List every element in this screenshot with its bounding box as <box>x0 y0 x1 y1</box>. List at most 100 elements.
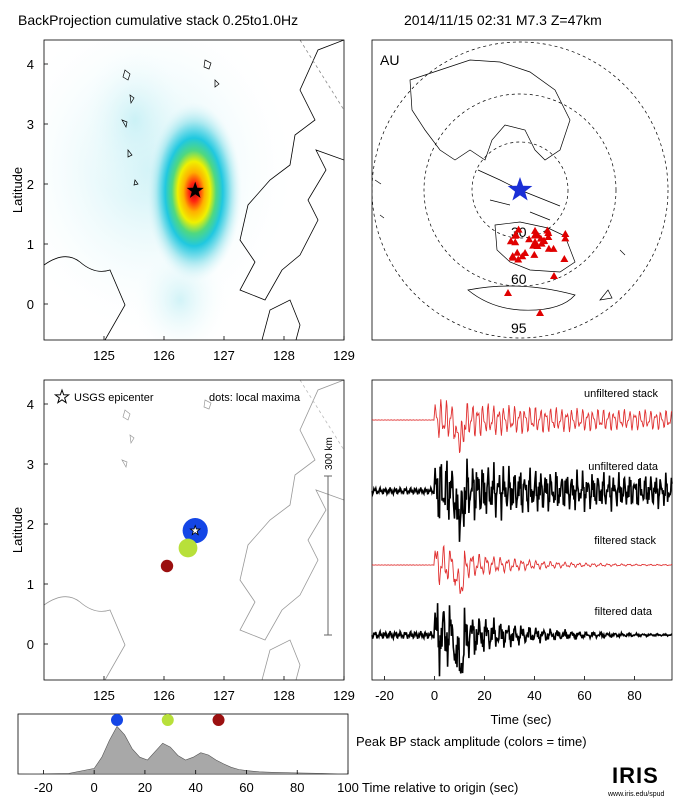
station-triangle-icon <box>525 235 534 243</box>
station-triangle-icon <box>532 231 541 239</box>
station-triangle-icon <box>544 229 553 237</box>
array-label: AU <box>380 52 399 68</box>
scale-label: 300 km <box>324 437 335 470</box>
series-label-filtered-stack: filtered stack <box>594 535 656 547</box>
local-maximum-dot <box>160 559 174 573</box>
array-map: AU 30 60 95 <box>371 39 673 341</box>
station-triangle-icon <box>540 236 549 244</box>
station-triangle-icon <box>508 253 517 261</box>
peak-amplitude-axes: -20 0 20 40 60 80 100 <box>34 770 359 795</box>
peak-xtick-5: 80 <box>290 780 304 795</box>
usgs-epicenter-star-icon <box>189 524 202 536</box>
maxima-map-xtick-4: 129 <box>333 688 355 703</box>
bp-map-ytick-4: 4 <box>27 57 34 72</box>
peak-amplitude-xlabel: Time relative to origin (sec) <box>362 780 518 795</box>
maxima-map-xtick-1: 126 <box>153 688 175 703</box>
station-triangle-icon <box>560 255 569 263</box>
station-triangle-icon <box>518 252 527 260</box>
peak-xtick-2: 20 <box>138 780 152 795</box>
station-triangle-icon <box>513 248 522 256</box>
peak-time-dot <box>161 714 174 726</box>
legend-star-icon <box>53 388 71 404</box>
bp-stack-map: 125 126 127 128 129 0 1 2 3 4 Latitude <box>10 39 355 363</box>
epicenter-star-icon <box>186 181 204 198</box>
bp-map-ytick-0: 0 <box>27 297 34 312</box>
station-triangle-icon <box>550 272 558 279</box>
trace-panel: unfiltered stack unfiltered data filtere… <box>371 379 673 727</box>
peak-xtick-1: 0 <box>91 780 98 795</box>
seismic-traces <box>371 399 673 677</box>
bp-map-ytick-2: 2 <box>27 177 34 192</box>
map-epicenter-star-icon <box>507 177 533 201</box>
logo-url: www.iris.edu/spud <box>607 791 665 798</box>
station-triangle-icon <box>514 225 523 233</box>
series-label-unfiltered-stack: unfiltered stack <box>584 388 658 400</box>
filtered-data-trace <box>371 603 673 677</box>
bp-stack-map-ylabel: Latitude <box>10 167 25 213</box>
station-triangle-icon <box>531 226 540 234</box>
station-triangle-icon <box>561 230 570 238</box>
figure-title: BackProjection cumulative stack 0.25to1.… <box>18 12 298 28</box>
local-maxima-dots <box>160 518 208 573</box>
station-triangle-icon <box>504 289 512 296</box>
legend-epicenter-label: USGS epicenter <box>74 392 154 404</box>
station-triangle-icon <box>536 309 544 316</box>
bp-map-ytick-1: 1 <box>27 237 34 252</box>
maxima-map-ytick-1: 1 <box>27 577 34 592</box>
bp-stack-map-axes: 125 126 127 128 129 0 1 2 3 4 <box>27 57 355 363</box>
trace-xtick-0: -20 <box>375 688 394 703</box>
station-triangle-icon <box>531 238 540 246</box>
station-triangle-icon <box>514 255 523 263</box>
trace-xtick-3: 40 <box>527 688 541 703</box>
local-maxima-map-axes: 125 126 127 128 129 0 1 2 3 4 <box>27 397 355 703</box>
trace-axes: -20 0 20 40 60 80 <box>375 676 642 703</box>
station-triangle-icon <box>506 237 515 245</box>
peak-time-dot <box>111 714 123 726</box>
bp-map-xtick-4: 129 <box>333 348 355 363</box>
bp-map-xtick-0: 125 <box>93 348 115 363</box>
station-triangle-icon <box>544 244 553 252</box>
bp-map-xtick-3: 128 <box>273 348 295 363</box>
peak-time-dots <box>111 714 225 726</box>
legend-maxima-label: dots: local maxima <box>209 392 301 404</box>
event-info: 2014/11/15 02:31 M7.3 Z=47km <box>404 12 602 28</box>
trace-xtick-1: 0 <box>431 688 438 703</box>
peak-xtick-4: 60 <box>239 780 253 795</box>
logo-text: IRIS <box>612 763 659 788</box>
maxima-map-ytick-4: 4 <box>27 397 34 412</box>
array-stations <box>504 225 570 316</box>
local-maxima-map: 125 126 127 128 129 0 1 2 3 4 USGS epicenter dots… <box>10 379 355 703</box>
unfiltered-data-trace <box>371 458 673 542</box>
filtered-stack-trace <box>371 544 673 595</box>
peak-amplitude-title: Peak BP stack amplitude (colors = time) <box>356 734 587 749</box>
local-maximum-dot <box>178 538 198 558</box>
maxima-map-ytick-3: 3 <box>27 457 34 472</box>
peak-xtick-0: -20 <box>34 780 53 795</box>
station-triangle-icon <box>512 231 521 239</box>
peak-xtick-6: 100 <box>337 780 359 795</box>
station-triangle-icon <box>561 234 570 242</box>
station-triangle-icon <box>530 250 539 258</box>
ring-label-60: 60 <box>511 271 527 287</box>
maxima-map-xtick-3: 128 <box>273 688 295 703</box>
unfiltered-stack-trace <box>371 399 673 454</box>
maxima-map-ytick-2: 2 <box>27 517 34 532</box>
maxima-map-xtick-2: 127 <box>213 688 235 703</box>
maxima-map-ytick-0: 0 <box>27 637 34 652</box>
peak-xtick-3: 40 <box>188 780 202 795</box>
local-maxima-map-ylabel: Latitude <box>10 507 25 553</box>
ring-label-95: 95 <box>511 320 527 336</box>
trace-xlabel: Time (sec) <box>491 712 552 727</box>
peak-time-dot <box>212 714 225 726</box>
trace-xtick-2: 20 <box>477 688 491 703</box>
trace-xtick-5: 80 <box>627 688 641 703</box>
trace-xtick-4: 60 <box>577 688 591 703</box>
series-label-unfiltered-data: unfiltered data <box>588 461 659 473</box>
iris-logo: IRIS www.iris.edu/spud <box>607 763 665 798</box>
maxima-map-xtick-0: 125 <box>93 688 115 703</box>
bp-map-xtick-2: 127 <box>213 348 235 363</box>
bp-map-ytick-3: 3 <box>27 117 34 132</box>
peak-amplitude-area <box>17 725 349 775</box>
peak-amplitude-chart: -20 0 20 40 60 80 100 Peak BP stack amplitude … <box>17 713 587 795</box>
